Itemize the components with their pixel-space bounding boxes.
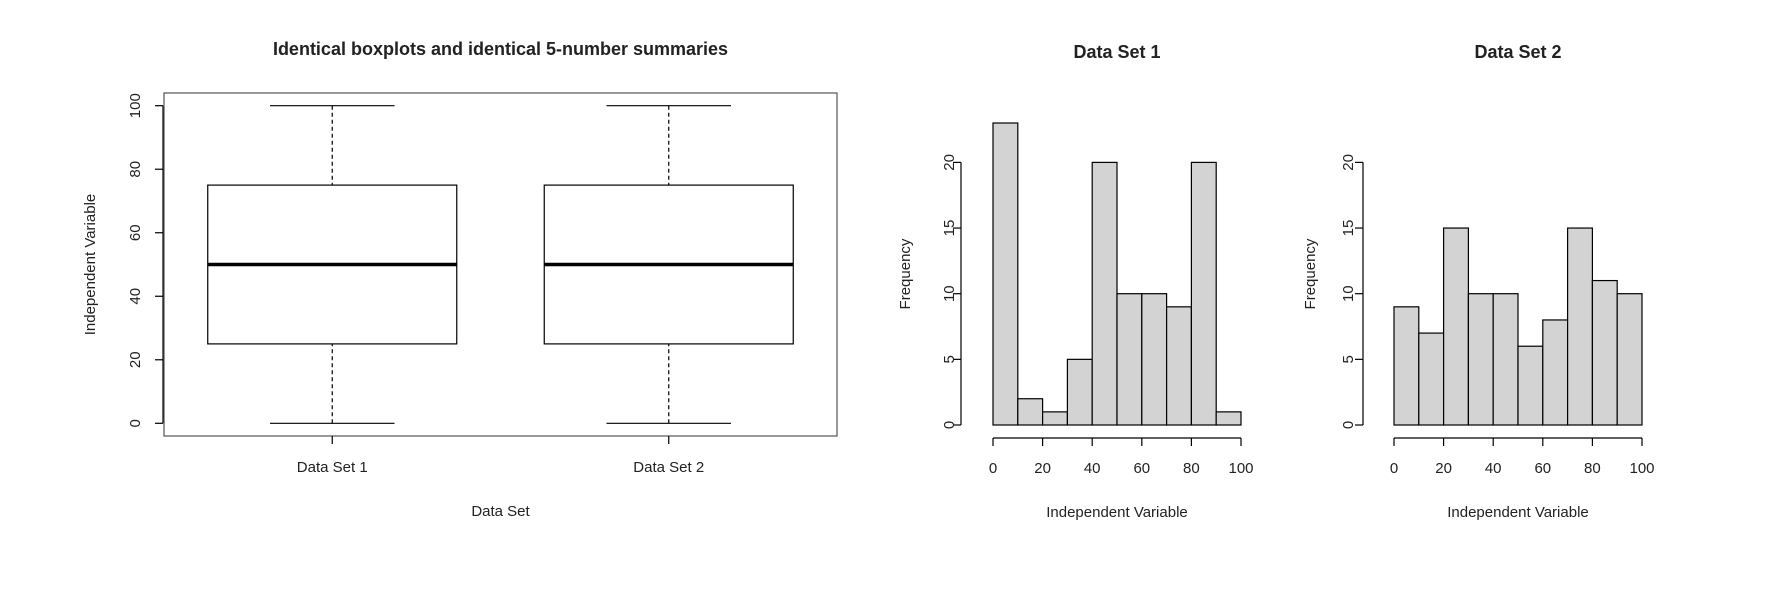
x-tick-label: Data Set 1 (297, 459, 368, 476)
chart-title: Identical boxplots and identical 5-numbe… (273, 39, 728, 59)
y-tick-label: 60 (127, 224, 144, 241)
bar (1393, 306, 1420, 426)
bar (1566, 227, 1593, 426)
bar (1467, 293, 1494, 426)
y-tick-label: 0 (127, 419, 144, 427)
x-axis-label: Independent Variable (1046, 504, 1188, 521)
y-axis-label: Frequency (1302, 238, 1319, 309)
x-tick-label: 60 (1534, 460, 1551, 477)
x-tick-label: 40 (1485, 460, 1502, 477)
chart-title: Data Set 2 (1474, 42, 1561, 62)
x-tick-label: Data Set 2 (633, 459, 704, 476)
bar (1116, 293, 1143, 426)
y-tick-label: 15 (941, 220, 958, 237)
x-axis-label: Data Set (471, 503, 530, 520)
bar (1591, 279, 1618, 426)
bar (1190, 161, 1217, 426)
y-tick-label: 20 (1340, 154, 1357, 171)
bar (1492, 293, 1519, 426)
y-axis-label: Frequency (897, 238, 914, 309)
bar (1141, 293, 1168, 426)
y-tick-label: 5 (941, 355, 958, 363)
y-axis-label: Independent Variable (82, 194, 99, 336)
bar (1418, 332, 1445, 426)
x-tick-label: 0 (989, 460, 997, 477)
x-axis-label: Independent Variable (1447, 504, 1589, 521)
y-tick-label: 40 (127, 288, 144, 305)
plot-frame (163, 92, 838, 437)
y-tick-label: 80 (127, 161, 144, 178)
bar (1616, 293, 1643, 426)
x-tick-label: 100 (1629, 460, 1654, 477)
y-tick-label: 100 (127, 93, 144, 118)
x-tick-label: 60 (1133, 460, 1150, 477)
bar (1517, 345, 1544, 426)
y-tick-label: 10 (1340, 285, 1357, 302)
bar (1215, 411, 1242, 426)
x-tick-label: 80 (1183, 460, 1200, 477)
bar (1442, 227, 1469, 426)
bar (1041, 411, 1068, 426)
y-tick-label: 10 (941, 285, 958, 302)
x-tick-label: 40 (1084, 460, 1101, 477)
x-tick-label: 100 (1228, 460, 1253, 477)
bar (1542, 319, 1569, 426)
x-tick-label: 20 (1034, 460, 1051, 477)
y-tick-label: 0 (941, 421, 958, 429)
y-tick-label: 0 (1340, 421, 1357, 429)
bar (1165, 306, 1192, 426)
bar (992, 122, 1019, 426)
x-tick-label: 0 (1390, 460, 1398, 477)
x-tick-label: 80 (1584, 460, 1601, 477)
chart-title: Data Set 1 (1073, 42, 1160, 62)
bar (1066, 358, 1093, 426)
y-tick-label: 20 (127, 351, 144, 368)
bar (1017, 398, 1044, 426)
bar (1091, 161, 1118, 426)
x-tick-label: 20 (1435, 460, 1452, 477)
y-tick-label: 5 (1340, 355, 1357, 363)
y-tick-label: 20 (941, 154, 958, 171)
y-tick-label: 15 (1340, 220, 1357, 237)
